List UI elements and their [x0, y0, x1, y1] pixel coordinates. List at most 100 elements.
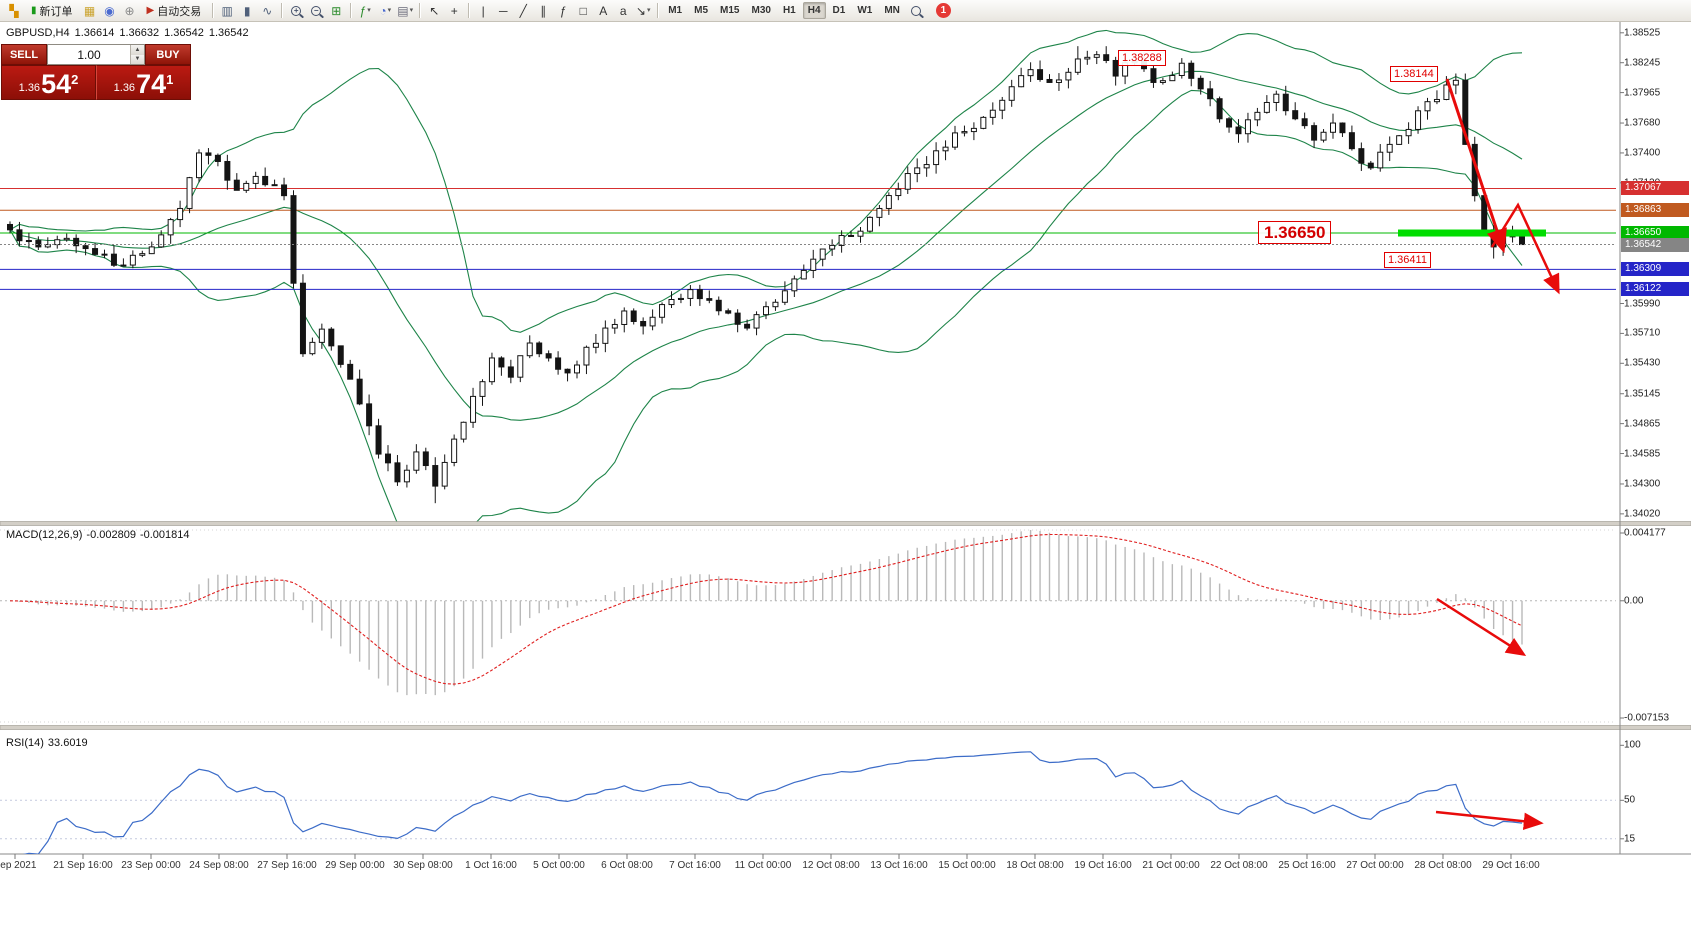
timeframe-m30-button[interactable]: M30: [751, 5, 771, 16]
candlestick-chart-icon[interactable]: ▮: [243, 3, 251, 18]
high-value: 1.36632: [119, 27, 160, 39]
macd-signal-value: -0.001814: [139, 529, 190, 541]
timeframe-mn-button[interactable]: MN: [884, 5, 900, 16]
buy-price-button[interactable]: 1.36 74 1: [96, 65, 191, 100]
rsi-line: [22, 751, 1523, 854]
macd-trend-arrow[interactable]: [1436, 597, 1527, 657]
zoom-in-icon[interactable]: +: [287, 2, 305, 19]
equidistant-channel-icon[interactable]: ∥: [540, 3, 547, 18]
timeframe-h4-button[interactable]: H4: [802, 2, 826, 19]
market-watch-icon[interactable]: ▦: [83, 3, 96, 18]
auto-trading-button-label: 自动交易: [157, 5, 202, 18]
sell-price-prefix: 1.36: [18, 82, 41, 94]
volume-stepper[interactable]: 1.00 ▲ ▼: [47, 44, 145, 65]
arrow-tools-icon[interactable]: ↘ ▾: [635, 3, 651, 18]
volume-decrease-button[interactable]: ▼: [131, 54, 144, 64]
trend-arrow[interactable]: [1490, 202, 1560, 295]
notification-badge[interactable]: 1: [935, 3, 951, 18]
rsi-value: 33.6019: [47, 737, 88, 749]
trade-panel-top-row: SELL 1.00 ▲ ▼ BUY: [1, 44, 191, 65]
horizontal-line-icon[interactable]: ─: [498, 3, 508, 18]
dropdown-caret-icon: ▾: [409, 7, 414, 14]
rsi-name: RSI(14): [6, 737, 44, 749]
dropdown-caret-icon: ▾: [387, 7, 392, 14]
buy-price-pipette: 1: [166, 72, 174, 87]
crosshair-icon[interactable]: +: [450, 3, 458, 18]
line-chart-icon[interactable]: ∿: [262, 3, 273, 18]
rsi-trend-arrow[interactable]: [1435, 810, 1544, 830]
price-annotation[interactable]: 1.38288: [1118, 50, 1166, 66]
dropdown-caret-icon: ▾: [367, 7, 371, 14]
trend-arrow[interactable]: [1445, 78, 1507, 254]
shapes-icon[interactable]: □: [579, 3, 587, 18]
zoom-out-icon[interactable]: −: [307, 2, 325, 19]
toolbar-right-group: 1: [906, 2, 955, 19]
macd-signal-line: [9, 533, 1523, 685]
fibonacci-icon[interactable]: ƒ: [559, 3, 567, 18]
indicators-icon[interactable]: ƒ ▾: [359, 3, 371, 18]
text-label-icon[interactable]: a: [619, 3, 627, 18]
macd-layer: [0, 529, 1616, 723]
price-annotation[interactable]: 1.38144: [1390, 66, 1438, 82]
timeframe-m1-button[interactable]: M1: [668, 5, 683, 16]
buy-price-prefix: 1.36: [113, 82, 136, 94]
rsi-layer: [0, 751, 1616, 854]
auto-trading-button[interactable]: ▶ 自动交易: [141, 2, 208, 20]
search-icon[interactable]: [907, 2, 925, 19]
toolbar-separator: [281, 3, 283, 18]
new-order-button-label: 新订单: [39, 5, 73, 18]
timeframe-h1-button[interactable]: H1: [782, 5, 796, 16]
trade-panel-price-row: 1.36 54 2 1.36 74 1: [1, 65, 191, 100]
support-zone-bar[interactable]: [1398, 229, 1546, 237]
toolbar-separator: [419, 3, 421, 18]
app-icon[interactable]: ▚: [9, 3, 19, 18]
vertical-line-icon[interactable]: |: [481, 3, 485, 18]
buy-button[interactable]: BUY: [145, 44, 191, 65]
panel-separator[interactable]: [0, 521, 1691, 526]
data-window-icon[interactable]: ◉: [104, 3, 115, 18]
panel-separator[interactable]: [0, 725, 1691, 730]
cursor-icon[interactable]: ↖: [429, 3, 440, 18]
macd-main-value: -0.002809: [86, 529, 136, 541]
price-annotation[interactable]: 1.36650: [1258, 221, 1332, 244]
timeframe-m5-button[interactable]: M5: [694, 5, 709, 16]
timeframe-w1-button[interactable]: W1: [857, 5, 873, 16]
magnifier-glyph: −: [311, 5, 322, 16]
volume-increase-button[interactable]: ▲: [131, 45, 144, 55]
sell-price-big-digits: 54: [41, 69, 72, 99]
price-annotation[interactable]: 1.36411: [1384, 252, 1431, 268]
tile-windows-icon[interactable]: ⊞: [331, 3, 342, 18]
magnifier-glyph: [910, 5, 921, 16]
bollinger-lower-band: [9, 89, 1523, 522]
bar-chart-icon[interactable]: ▥: [221, 3, 233, 18]
candles-layer: [7, 46, 1525, 504]
auto-trading-icon: ▶: [146, 5, 155, 16]
buy-price-big-digits: 74: [136, 69, 167, 99]
symbol-period-label: GBPUSD,H4: [6, 27, 70, 39]
open-value: 1.36614: [74, 27, 115, 39]
dropdown-caret-icon: ▾: [646, 7, 651, 14]
periods-icon[interactable]: ◔ ▾: [379, 3, 392, 18]
rsi-indicator-label: RSI(14) 33.6019: [6, 737, 92, 749]
timeframe-m15-button[interactable]: M15: [720, 5, 740, 16]
text-icon[interactable]: A: [599, 3, 608, 18]
bollinger-upper-band: [9, 29, 1523, 333]
templates-icon[interactable]: ▤ ▾: [397, 3, 414, 18]
sell-price-button[interactable]: 1.36 54 2: [1, 65, 96, 100]
new-order-button[interactable]: ▮ 新订单: [25, 2, 79, 20]
macd-name: MACD(12,26,9): [6, 529, 83, 541]
timeframe-d1-button[interactable]: D1: [832, 5, 846, 16]
sell-button[interactable]: SELL: [1, 44, 47, 65]
volume-value[interactable]: 1.00: [77, 47, 101, 62]
volume-spin-buttons: ▲ ▼: [130, 45, 144, 64]
trendline-icon[interactable]: ╱: [519, 3, 527, 18]
low-value: 1.36542: [164, 27, 204, 39]
web-terminal-icon[interactable]: ⊕: [124, 3, 135, 18]
magnifier-glyph: +: [291, 5, 302, 16]
bollinger-middle-band: [9, 70, 1523, 421]
chart-ohlc-header: GBPUSD,H4 1.36614 1.36632 1.36542 1.36542: [6, 27, 254, 39]
toolbar-separator: [468, 3, 470, 18]
